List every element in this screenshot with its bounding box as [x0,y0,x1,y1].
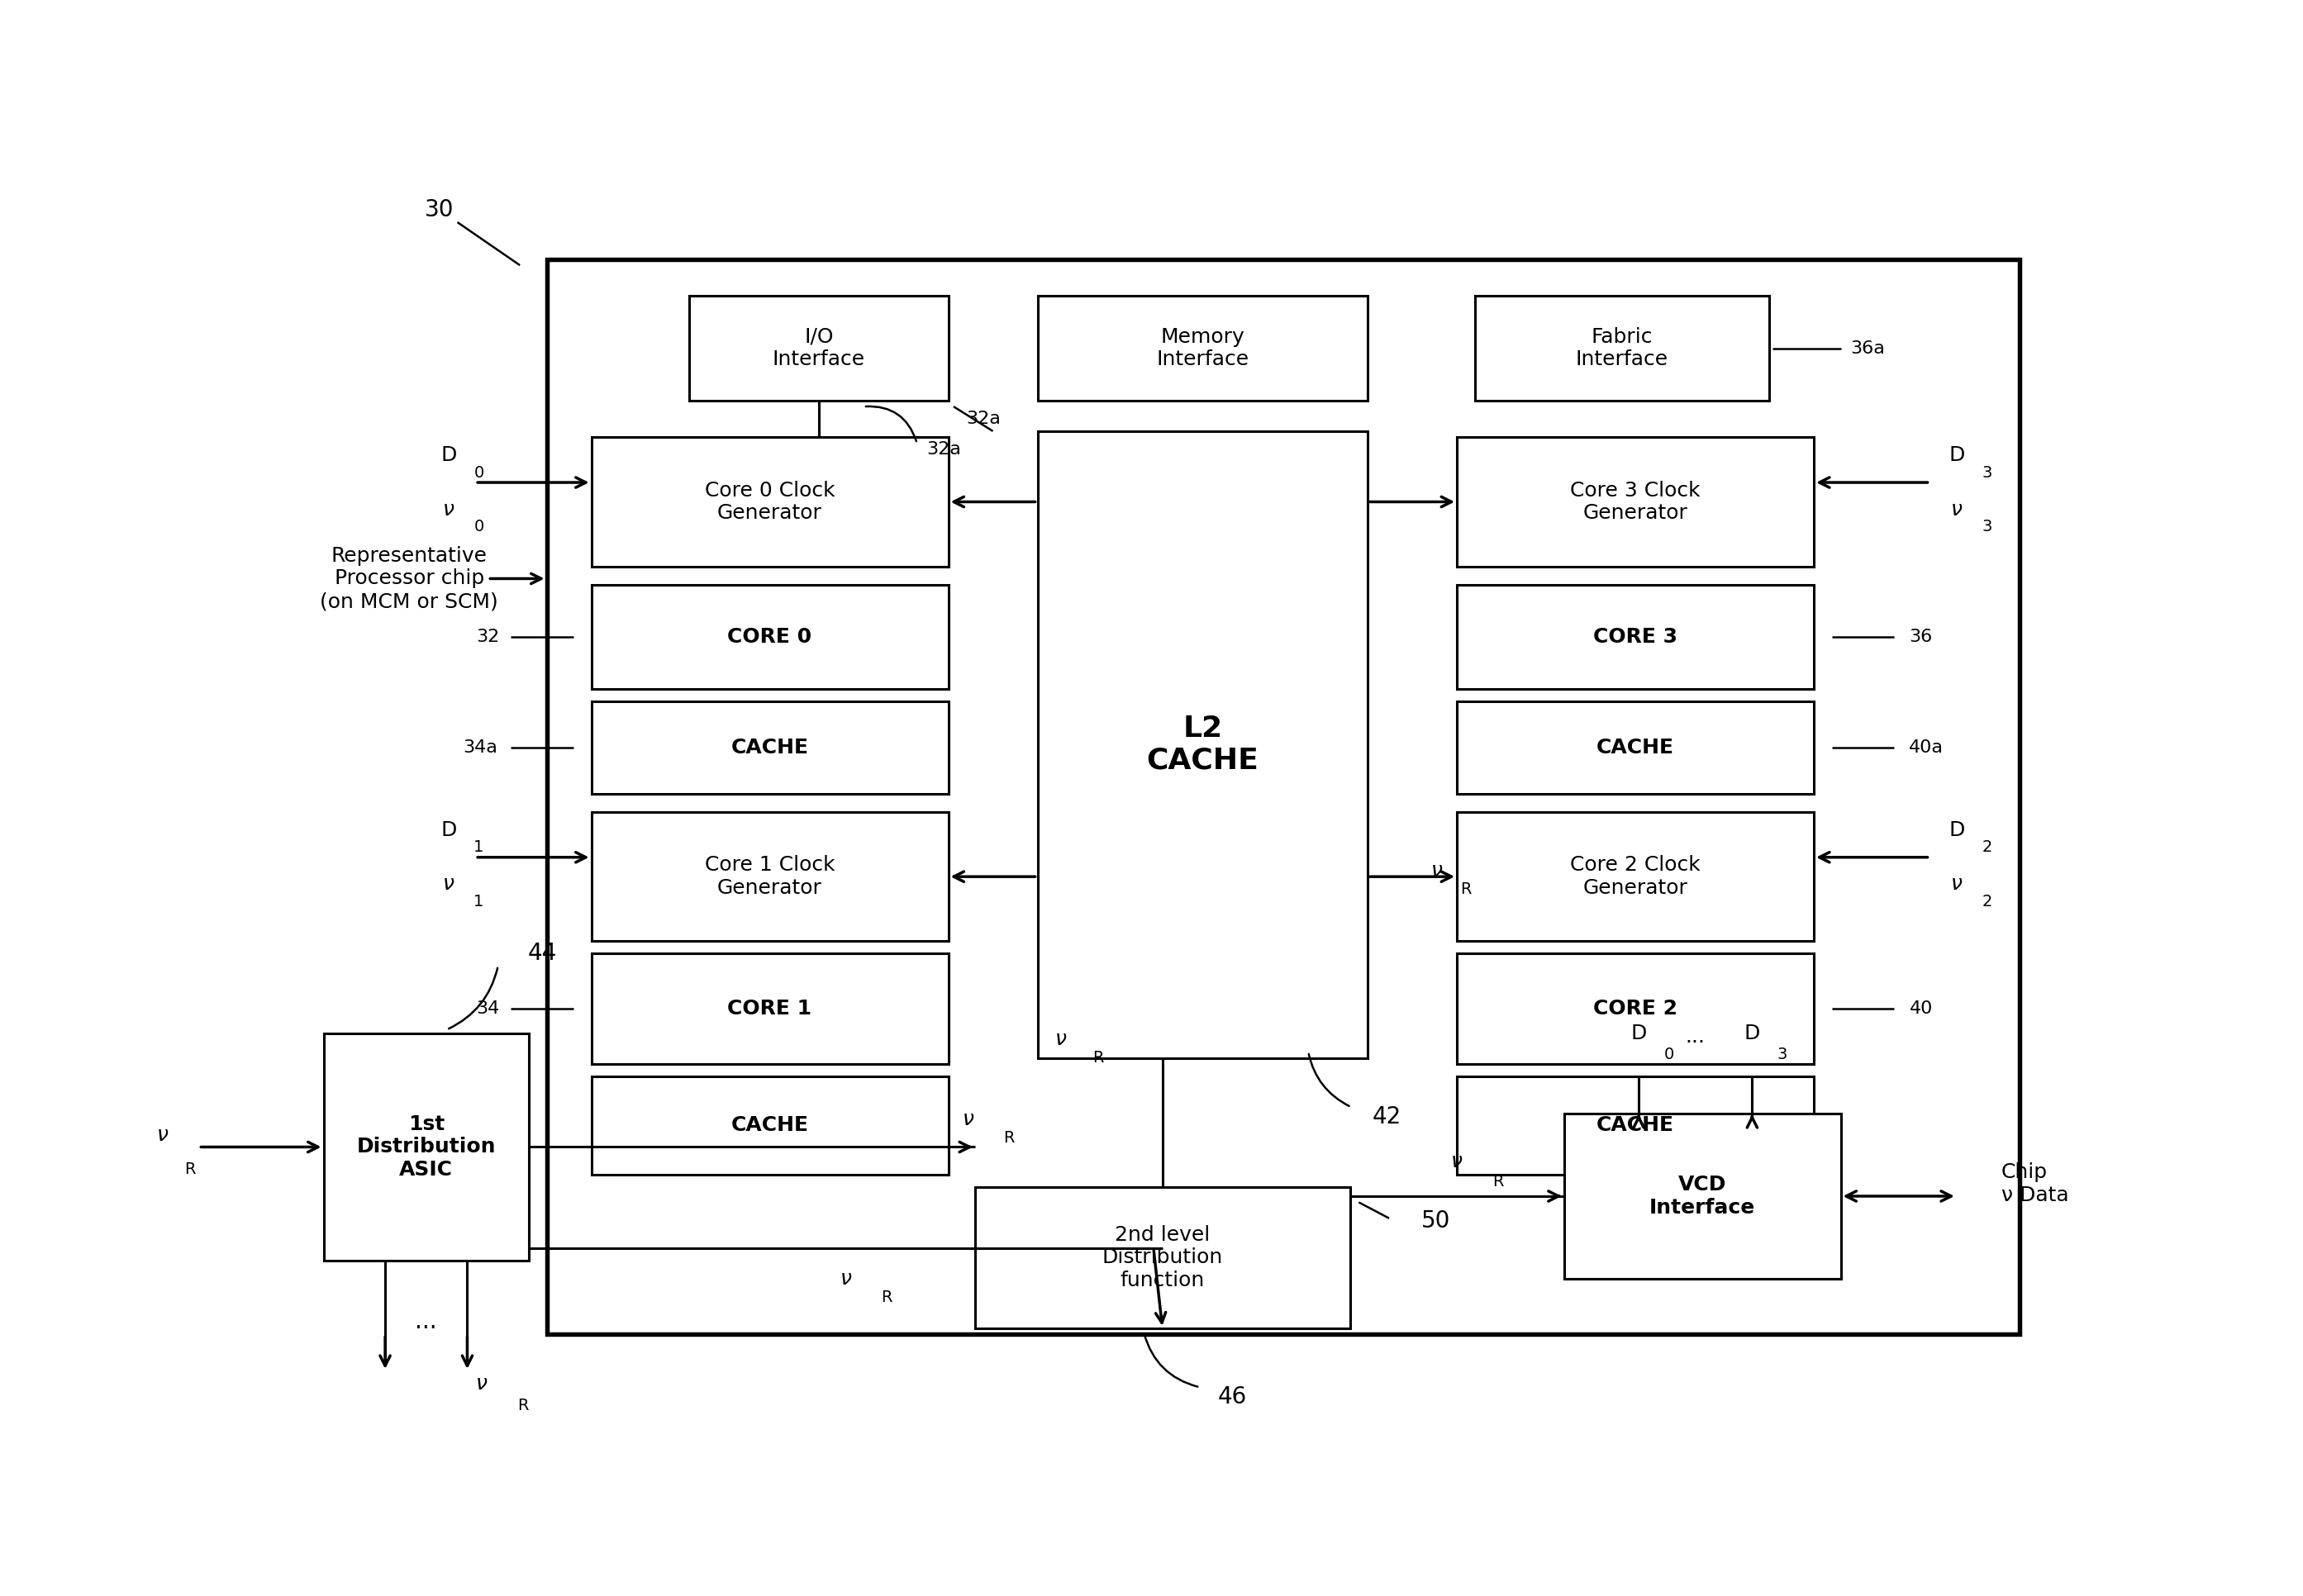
Text: 1st
Distribution
ASIC: 1st Distribution ASIC [357,1114,495,1179]
Text: Core 1 Clock
Generator: Core 1 Clock Generator [705,855,836,899]
Text: R: R [1092,1050,1103,1066]
Text: 1: 1 [474,894,484,910]
Text: 0: 0 [1665,1047,1674,1061]
Text: CACHE: CACHE [1596,1116,1674,1135]
Text: 32a: 32a [926,442,960,458]
Bar [1036,431,1368,1058]
Text: 44: 44 [527,942,557,966]
Text: ν: ν [1055,1029,1066,1050]
Bar [1458,584,1815,689]
Text: CACHE: CACHE [1596,737,1674,758]
Text: D: D [1948,820,1964,839]
Text: D: D [1743,1023,1759,1044]
Bar [1564,1114,1840,1278]
Bar [1458,702,1815,793]
Bar [1458,437,1815,567]
Text: ν: ν [1951,500,1962,519]
Text: ν: ν [1951,875,1962,894]
Text: 2: 2 [1983,894,1992,910]
Bar [1036,295,1368,401]
Text: ...: ... [1686,1028,1704,1047]
Text: R: R [882,1290,891,1306]
Text: 3: 3 [1778,1047,1787,1061]
Text: 42: 42 [1373,1106,1403,1128]
Text: Representative
Processor chip
(on MCM or SCM): Representative Processor chip (on MCM or… [320,546,497,611]
Text: ν: ν [442,500,454,519]
Text: 36: 36 [1909,629,1932,645]
Bar [592,1076,949,1175]
Text: 34: 34 [477,1001,500,1017]
Text: 34a: 34a [463,739,497,757]
Text: ν: ν [157,1125,168,1144]
Bar [592,584,949,689]
Text: Chip
ν Data: Chip ν Data [2001,1162,2068,1205]
Text: Memory
Interface: Memory Interface [1156,327,1248,370]
Text: CORE 3: CORE 3 [1594,627,1677,646]
Text: 32: 32 [477,629,500,645]
Text: D: D [440,820,456,839]
Text: 1: 1 [474,839,484,855]
Text: 36a: 36a [1849,340,1884,356]
Text: CORE 2: CORE 2 [1594,999,1677,1018]
Bar [546,259,2020,1334]
Text: 46: 46 [1218,1385,1246,1409]
Text: CACHE: CACHE [730,737,808,758]
Text: I/O
Interface: I/O Interface [772,327,866,370]
Text: ν: ν [477,1374,488,1393]
Bar [592,812,949,942]
Text: R: R [1492,1173,1504,1189]
Text: ν: ν [841,1269,852,1290]
Text: ν: ν [1451,1152,1462,1171]
Text: L2
CACHE: L2 CACHE [1147,715,1260,774]
Text: 0: 0 [474,519,484,535]
Text: CORE 0: CORE 0 [728,627,813,646]
Text: D: D [1948,445,1964,466]
Text: 40: 40 [1909,1001,1932,1017]
Text: 2nd level
Distribution
function: 2nd level Distribution function [1103,1224,1223,1291]
Text: 2: 2 [1983,839,1992,855]
Text: VCD
Interface: VCD Interface [1649,1175,1755,1218]
Text: R: R [1004,1130,1016,1146]
Text: 40a: 40a [1909,739,1944,757]
Bar [689,295,949,401]
Text: R: R [518,1398,527,1414]
Text: 3: 3 [1983,464,1992,480]
Text: CORE 1: CORE 1 [728,999,813,1018]
Text: ν: ν [963,1109,974,1130]
Text: 3: 3 [1983,519,1992,535]
Text: CACHE: CACHE [730,1116,808,1135]
Text: Core 2 Clock
Generator: Core 2 Clock Generator [1571,855,1700,899]
Bar [1474,295,1769,401]
Bar [1458,1076,1815,1175]
Bar [1458,953,1815,1065]
Text: D: D [440,445,456,466]
Text: R: R [1460,881,1472,897]
Text: Core 0 Clock
Generator: Core 0 Clock Generator [705,480,836,523]
Text: 0: 0 [474,464,484,480]
Text: R: R [184,1162,196,1176]
Bar [974,1187,1350,1328]
Text: ...: ... [415,1310,438,1334]
Bar [1458,812,1815,942]
Bar [592,437,949,567]
Bar [592,953,949,1065]
Text: 50: 50 [1421,1210,1451,1232]
Text: 32a: 32a [967,410,1002,428]
Text: Fabric
Interface: Fabric Interface [1575,327,1667,370]
Bar [592,702,949,793]
Text: ν: ν [442,875,454,894]
Bar [322,1033,530,1261]
Text: 30: 30 [426,198,454,222]
Text: ν: ν [1430,860,1442,881]
Text: D: D [1631,1023,1647,1044]
Text: Core 3 Clock
Generator: Core 3 Clock Generator [1571,480,1700,523]
